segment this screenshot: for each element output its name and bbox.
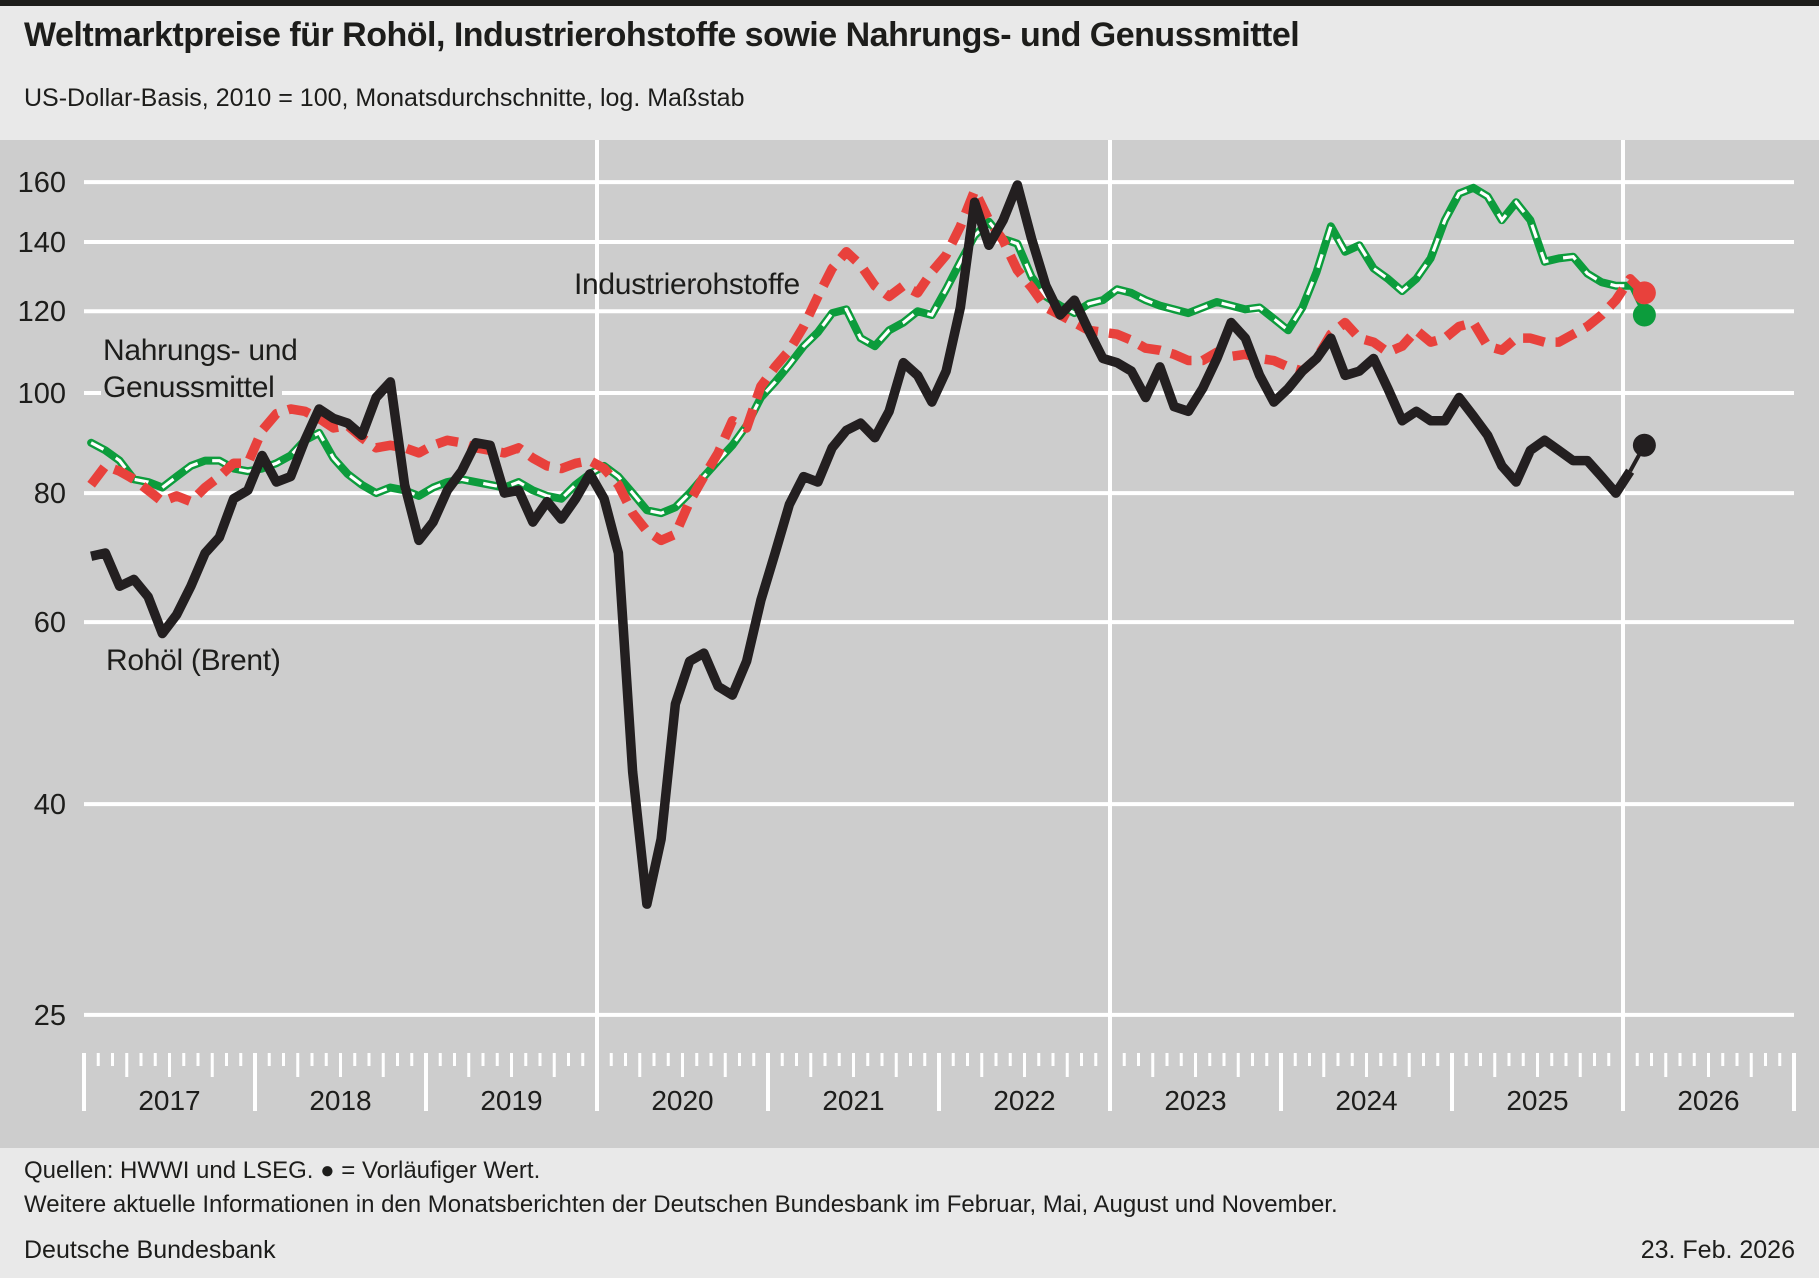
series-label-food: Nahrungs- und Genussmittel — [101, 332, 306, 406]
svg-text:120: 120 — [18, 296, 66, 328]
svg-text:2022: 2022 — [993, 1085, 1055, 1116]
svg-text:2026: 2026 — [1677, 1085, 1739, 1116]
svg-text:2018: 2018 — [309, 1085, 371, 1116]
svg-text:80: 80 — [34, 478, 66, 510]
svg-text:2023: 2023 — [1164, 1085, 1226, 1116]
y-axis-labels: 160 140 120 100 80 60 40 25 — [18, 167, 66, 1032]
publisher: Deutsche Bundesbank — [24, 1236, 276, 1264]
crude-oil-brent-line — [90, 180, 1635, 909]
svg-text:60: 60 — [34, 607, 66, 639]
series-label-food-line1: Nahrungs- und — [101, 332, 306, 369]
series-label-industrial: Industrierohstoffe — [574, 266, 800, 303]
svg-text:25: 25 — [34, 1000, 66, 1032]
industrial-line-white-dash — [90, 186, 1631, 515]
svg-text:40: 40 — [34, 789, 66, 821]
food-preliminary-dot — [1632, 281, 1656, 305]
svg-text:2019: 2019 — [480, 1085, 542, 1116]
series-label-industrial-text: Industrierohstoffe — [574, 268, 800, 301]
svg-text:140: 140 — [18, 227, 66, 259]
page-title: Weltmarktpreise für Rohöl, Industrierohs… — [24, 16, 1300, 54]
plot-background — [0, 140, 1819, 1148]
x-axis-year-labels: 2017 2018 2019 2020 2021 2022 2023 2024 2025 2026 — [138, 1085, 1739, 1116]
publication-date: 23. Feb. 2026 — [1640, 1236, 1795, 1264]
svg-text:2024: 2024 — [1335, 1085, 1397, 1116]
oil-preliminary-dot — [1632, 433, 1656, 457]
gridlines — [84, 140, 1794, 1111]
industrial-preliminary-dot — [1632, 303, 1656, 327]
svg-text:2020: 2020 — [651, 1085, 713, 1116]
svg-text:100: 100 — [18, 378, 66, 410]
info-note: Weitere aktuelle Informationen in den Mo… — [24, 1191, 1338, 1218]
top-rule — [0, 0, 1819, 6]
page-subtitle: US-Dollar-Basis, 2010 = 100, Monatsdurch… — [24, 84, 745, 112]
series-label-food-line2: Genussmittel — [101, 369, 283, 406]
source-note: Quellen: HWWI und LSEG. ● = Vorläufiger … — [24, 1157, 541, 1184]
series-label-oil: Rohöl (Brent) — [106, 642, 281, 679]
svg-text:2021: 2021 — [822, 1085, 884, 1116]
series-label-oil-text: Rohöl (Brent) — [106, 644, 281, 677]
svg-text:160: 160 — [18, 167, 66, 199]
svg-text:2017: 2017 — [138, 1085, 200, 1116]
x-axis-ticks — [82, 1053, 1796, 1111]
svg-text:2025: 2025 — [1506, 1085, 1568, 1116]
